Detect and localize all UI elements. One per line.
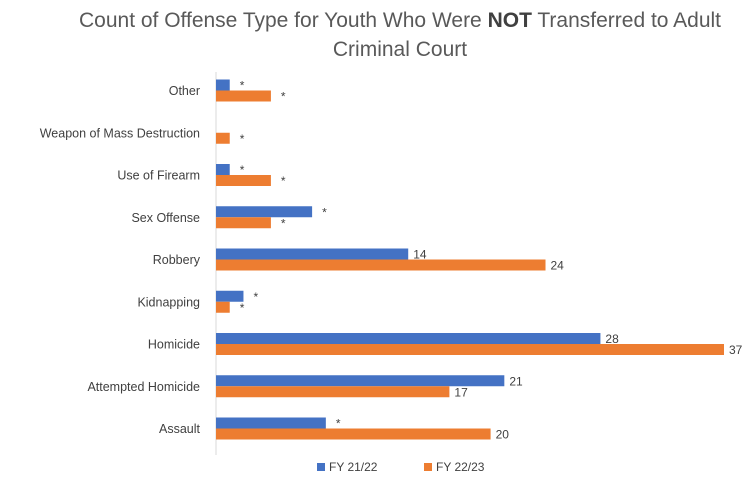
bar-attempted-homicide-series-1 bbox=[216, 386, 450, 398]
data-label-homicide-series-1: 37 bbox=[729, 343, 743, 357]
data-label-robbery-series-0: 14 bbox=[413, 248, 427, 262]
category-label-use-of-firearm: Use of Firearm bbox=[117, 169, 200, 183]
data-label-homicide-series-0: 28 bbox=[605, 332, 619, 346]
legend-label-series-0: FY 21/22 bbox=[329, 460, 378, 474]
data-label-attempted-homicide-series-0: 21 bbox=[509, 374, 523, 388]
category-label-kidnapping: Kidnapping bbox=[137, 295, 200, 309]
bar-other-series-1 bbox=[216, 90, 271, 102]
bar-assault-series-0 bbox=[216, 417, 326, 429]
category-label-homicide: Homicide bbox=[148, 338, 200, 352]
data-labels: * * * * * * * 14 24 * * 28 37 21 17 * 20 bbox=[240, 79, 743, 442]
data-label-weapon-of-mass-destruction-series-1: * bbox=[240, 132, 245, 146]
bar-homicide-series-0 bbox=[216, 333, 601, 344]
legend: FY 21/22 FY 22/23 bbox=[317, 460, 485, 474]
data-label-kidnapping-series-0: * bbox=[253, 290, 258, 304]
category-label-robbery: Robbery bbox=[153, 253, 201, 267]
bar-sex-offense-series-0 bbox=[216, 206, 313, 218]
category-label-assault: Assault bbox=[159, 422, 201, 436]
bar-homicide-series-1 bbox=[216, 344, 724, 355]
chart-title-emphasis: NOT bbox=[487, 9, 532, 32]
bar-kidnapping-series-1 bbox=[216, 301, 230, 313]
category-label-other: Other bbox=[169, 84, 200, 98]
chart-title: Count of Offense Type for Youth Who Were… bbox=[75, 6, 725, 64]
data-label-kidnapping-series-1: * bbox=[240, 301, 245, 315]
legend-label-series-1: FY 22/23 bbox=[436, 460, 485, 474]
bar-assault-series-1 bbox=[216, 428, 491, 440]
data-label-use-of-firearm-series-0: * bbox=[240, 163, 245, 177]
data-label-attempted-homicide-series-1: 17 bbox=[454, 385, 468, 399]
bar-robbery-series-1 bbox=[216, 259, 546, 271]
data-label-assault-series-1: 20 bbox=[496, 428, 510, 442]
chart-title-text: Count of Offense Type for Youth Who Were bbox=[78, 9, 488, 32]
data-label-other-series-0: * bbox=[240, 79, 245, 93]
bar-use-of-firearm-series-0 bbox=[216, 164, 230, 175]
category-labels: Other Weapon of Mass Destruction Use of Fi… bbox=[40, 84, 201, 436]
bars-group bbox=[216, 79, 724, 440]
bar-attempted-homicide-series-0 bbox=[216, 375, 505, 387]
legend-swatch-series-0 bbox=[317, 463, 325, 471]
data-label-use-of-firearm-series-1: * bbox=[281, 174, 286, 188]
bar-use-of-firearm-series-1 bbox=[216, 175, 271, 186]
data-label-other-series-1: * bbox=[281, 90, 286, 104]
data-label-assault-series-0: * bbox=[336, 417, 341, 431]
legend-swatch-series-1 bbox=[424, 463, 432, 471]
data-label-sex-offense-series-1: * bbox=[281, 216, 286, 230]
chart-title-text: Transferred to Adult Criminal Court bbox=[332, 9, 722, 61]
data-label-robbery-series-1: 24 bbox=[551, 259, 565, 273]
category-label-sex-offense: Sex Offense bbox=[131, 211, 200, 225]
bar-sex-offense-series-1 bbox=[216, 217, 271, 229]
bar-other-series-0 bbox=[216, 79, 230, 91]
data-label-sex-offense-series-0: * bbox=[322, 205, 327, 219]
category-label-attempted-homicide: Attempted Homicide bbox=[87, 380, 200, 394]
bar-weapon-of-mass-destruction-series-1 bbox=[216, 132, 230, 144]
category-label-weapon-of-mass-destruction: Weapon of Mass Destruction bbox=[40, 126, 200, 140]
bar-kidnapping-series-0 bbox=[216, 290, 244, 302]
bar-robbery-series-0 bbox=[216, 248, 409, 260]
